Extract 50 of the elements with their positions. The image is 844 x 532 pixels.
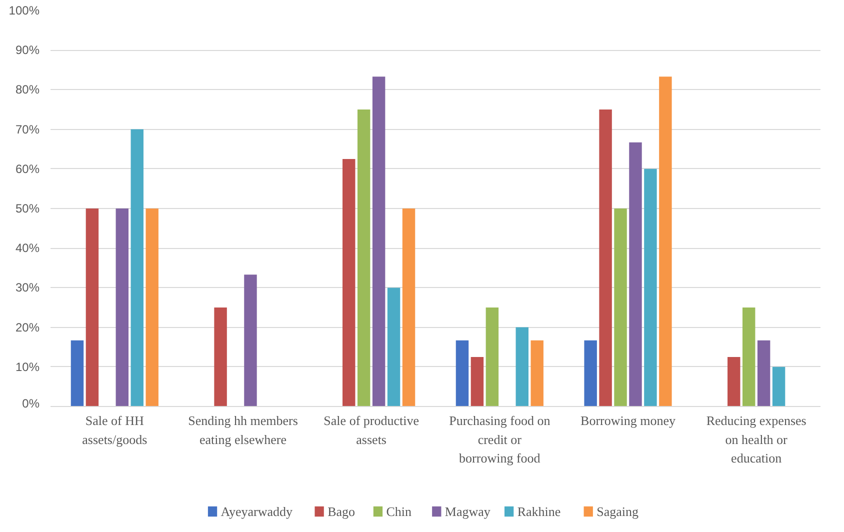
- legend-label: Rakhine: [517, 504, 561, 519]
- bar: [644, 168, 657, 406]
- bar: [470, 357, 484, 406]
- bar: [486, 308, 499, 406]
- bar: [599, 110, 612, 406]
- x-tick-label: Sending hh members eating elsewhere: [188, 413, 298, 447]
- bar: [530, 340, 544, 406]
- bar: [629, 142, 642, 406]
- y-tick-label: 50%: [15, 202, 40, 216]
- y-tick-label: 80%: [15, 82, 40, 97]
- y-tick-label: 10%: [15, 360, 40, 374]
- bar: [372, 76, 386, 406]
- bar: [614, 208, 627, 406]
- x-tick-label: Sale of HH assets/goods: [82, 413, 148, 447]
- x-tick-label: Borrowing money: [580, 413, 676, 428]
- legend-label: Bago: [328, 504, 356, 519]
- bar: [728, 357, 740, 406]
- bar: [742, 308, 756, 406]
- legend-label: Ayeyarwaddy: [220, 504, 293, 519]
- legend-label: Chin: [386, 504, 412, 519]
- bar: [387, 288, 400, 406]
- y-tick-label: 60%: [15, 162, 40, 176]
- x-tick-label: Purchasing food on credit or borrowing food: [449, 413, 551, 466]
- bar: [86, 208, 99, 406]
- y-tick-label: 100%: [8, 4, 40, 18]
- bar: [357, 110, 370, 406]
- bar: [757, 340, 770, 406]
- y-tick-label: 70%: [15, 122, 40, 136]
- legend-label: Magway: [444, 504, 491, 519]
- bar: [70, 340, 84, 406]
- bar: [456, 340, 469, 406]
- bar: [342, 159, 356, 406]
- bar: [772, 366, 786, 406]
- bar: [146, 208, 158, 406]
- bar: [584, 340, 597, 406]
- x-tick-label: Sale of productive assets: [324, 413, 420, 447]
- y-tick-label: 20%: [15, 320, 40, 334]
- y-tick-label: 90%: [15, 43, 40, 58]
- legend-label: Sagaing: [596, 504, 639, 519]
- y-tick-label: 0%: [22, 396, 40, 410]
- bar: [516, 327, 528, 406]
- y-tick-label: 40%: [15, 241, 40, 256]
- bar: [402, 208, 416, 406]
- x-tick-label: Reducing expenses on health or education: [706, 413, 806, 466]
- bar: [130, 129, 144, 406]
- y-tick-label: 30%: [15, 280, 40, 295]
- bar: [214, 308, 227, 406]
- bar: [116, 208, 129, 406]
- bar: [244, 274, 257, 406]
- bar: [659, 76, 672, 406]
